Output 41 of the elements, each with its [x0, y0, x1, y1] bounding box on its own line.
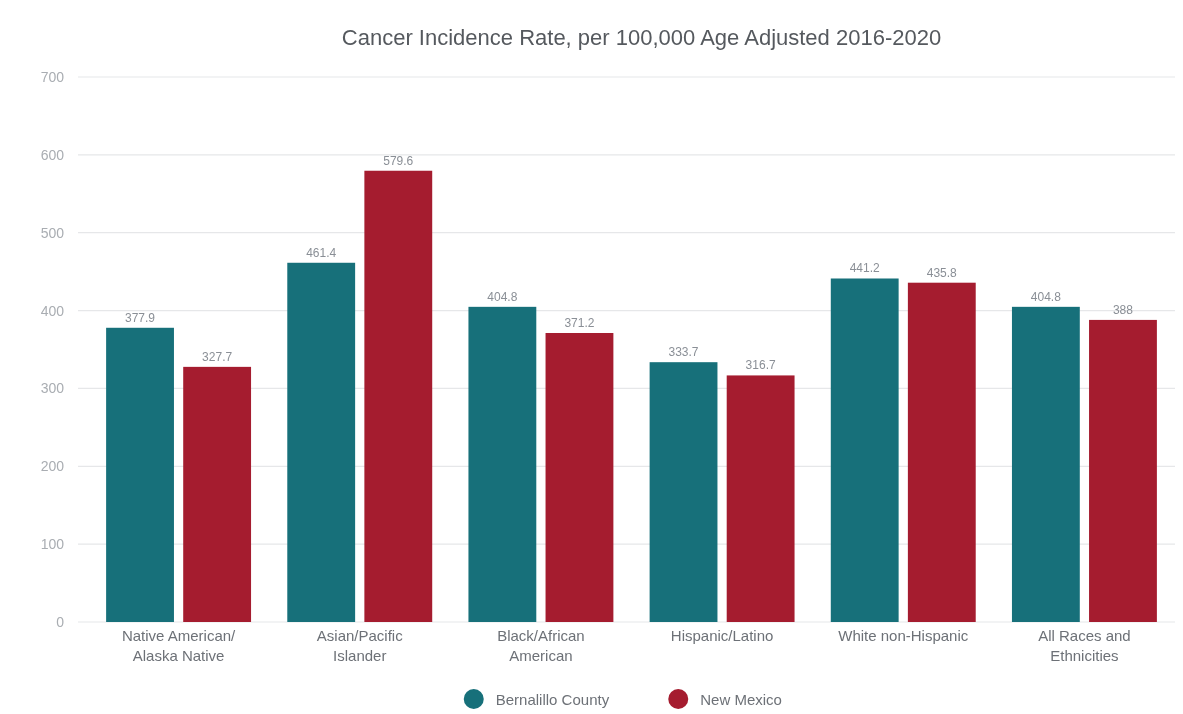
y-tick-label: 500	[40, 224, 65, 241]
chart-title: Cancer Incidence Rate, per 100,000 Age Adjusted 2016-2020	[341, 25, 942, 50]
bar	[468, 306, 537, 622]
legend-label: Bernalillo County	[495, 691, 610, 708]
bar	[106, 327, 174, 622]
bar	[830, 278, 899, 622]
data-label: 404.8	[487, 289, 518, 304]
data-label: 461.4	[306, 245, 337, 260]
y-tick-label: 400	[40, 302, 65, 319]
y-tick-label: 300	[40, 380, 65, 397]
bar	[907, 282, 976, 622]
bar	[364, 170, 433, 622]
x-tick-label: Asian/Pacific Islander	[316, 627, 404, 664]
bar	[726, 375, 795, 622]
x-tick-label: Hispanic/Latino	[670, 627, 774, 644]
bar	[183, 366, 252, 622]
data-label: 316.7	[745, 358, 776, 373]
data-label: 404.8	[1030, 289, 1062, 304]
bar	[1089, 319, 1157, 622]
y-tick-label: 100	[40, 536, 65, 553]
data-label: 435.8	[926, 265, 958, 280]
x-tick-label: White non-Hispanic	[838, 627, 969, 644]
data-label: 388	[1112, 302, 1134, 317]
y-tick-label: 600	[40, 146, 65, 163]
data-label: 371.2	[564, 315, 595, 330]
bar	[287, 262, 356, 622]
legend-label: New Mexico	[700, 691, 782, 708]
x-tick-label: All Races and Ethnicities	[1038, 627, 1131, 664]
data-label: 333.7	[668, 345, 699, 360]
data-label: 327.7	[202, 349, 233, 364]
y-tick-label: 700	[40, 69, 65, 85]
y-tick-label: 200	[40, 458, 65, 475]
x-tick-label: Black/African American	[497, 627, 585, 664]
data-label: 441.2	[849, 261, 881, 276]
x-tick-label: Native American/Alaska Native	[121, 627, 237, 664]
y-tick-label: 0	[56, 614, 65, 630]
bar	[545, 332, 614, 622]
data-label: 579.6	[383, 153, 414, 168]
data-label: 377.9	[125, 310, 156, 325]
bar	[649, 362, 718, 622]
bar	[1011, 306, 1080, 622]
